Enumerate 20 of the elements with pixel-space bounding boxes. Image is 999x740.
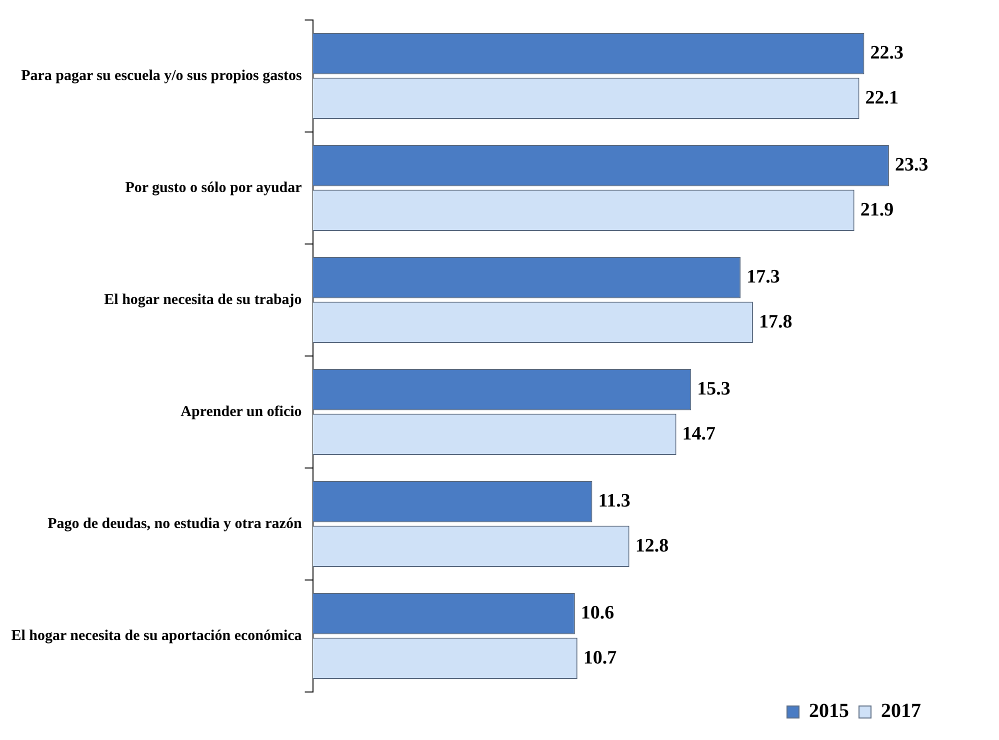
legend-label: 2017 [881,700,921,722]
y-tick-label: Aprender un oficio [180,404,302,420]
data-label: 22.1 [865,87,899,108]
y-tick-label: El hogar necesita de su trabajo [104,292,302,308]
data-label: 14.7 [682,423,716,444]
data-label: 17.3 [746,266,780,288]
data-label: 10.6 [580,602,614,624]
data-label: 11.3 [598,490,630,512]
data-label: 10.7 [583,647,618,668]
y-tick-label: Por gusto o sólo por ayudar [125,180,302,196]
data-label: 22.3 [870,42,904,64]
data-label: 17.8 [758,311,792,332]
data-label: 12.8 [635,535,669,556]
data-label: 15.3 [697,378,730,400]
y-tick-label: El hogar necesita de su aportación económica [11,628,302,644]
y-tick-label: Pago de deudas, no estudia y otra razón [48,516,302,532]
legend-label: 2015 [809,700,849,722]
y-tick-label: Para pagar su escuela y/o sus propios gastos [21,68,302,84]
data-label: 23.3 [894,154,928,176]
data-label: 21.9 [860,199,894,220]
